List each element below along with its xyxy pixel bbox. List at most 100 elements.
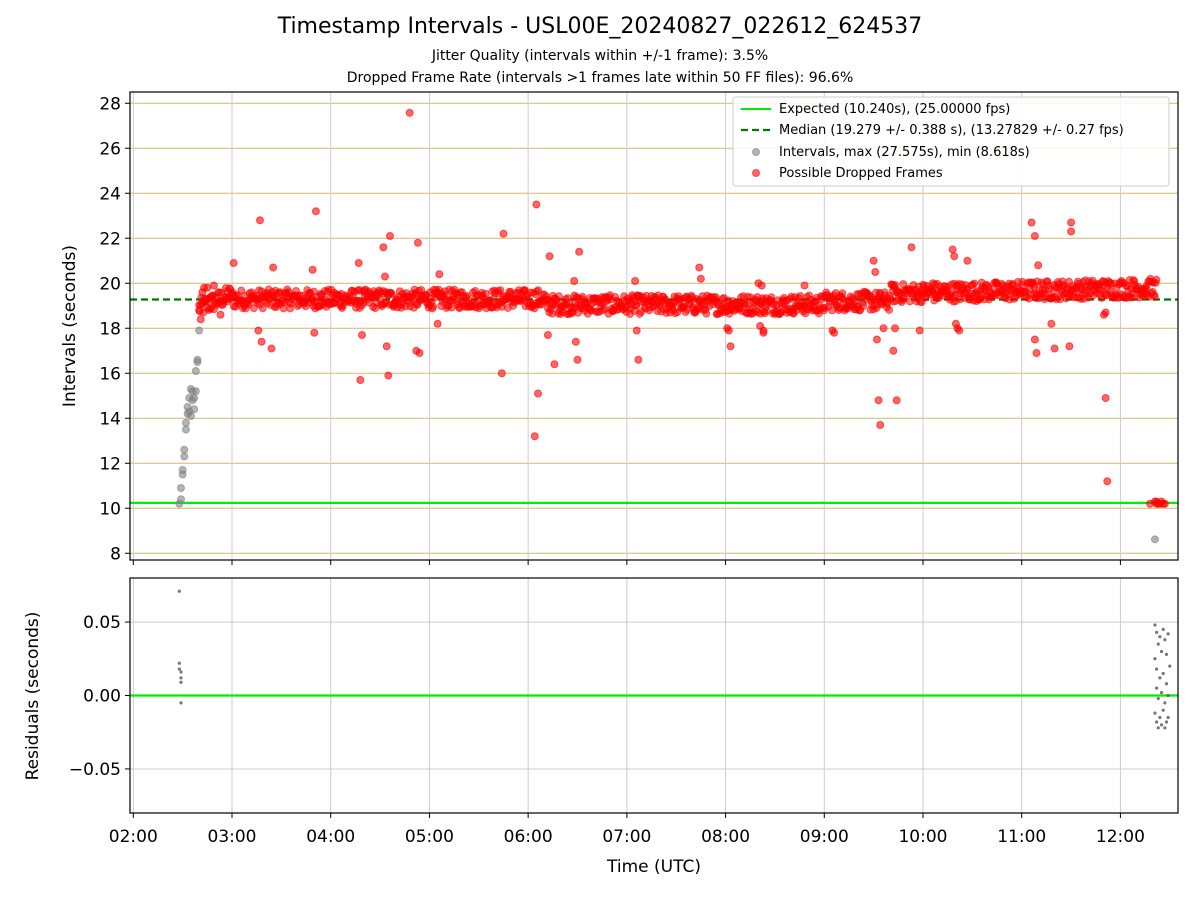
dropped-frame-band-point (1128, 293, 1137, 302)
dropped-frame-band-point (554, 292, 563, 301)
top-axis-ticks: 8 10 12 14 16 18 20 22 24 26 28 (99, 94, 1121, 565)
top-y-tick-label: 10 (99, 499, 121, 519)
dropped-frame-point (497, 369, 506, 378)
dropped-frame-band-point (258, 304, 267, 313)
jitter-quality-subtitle: Jitter Quality (intervals within +/-1 fr… (431, 48, 769, 64)
dropped-frame-point (356, 376, 365, 384)
top-data-points (175, 108, 1169, 544)
dropped-frame-point (757, 281, 766, 290)
x-tick-label: 07:00 (602, 827, 651, 847)
dropped-frame-point (571, 337, 580, 346)
dropped-frame-band-point (387, 289, 396, 298)
dropped-frame-point (267, 344, 276, 353)
dropped-frame-band-point (702, 309, 711, 318)
dropped-frame-point (384, 371, 393, 380)
residual-point (1153, 623, 1157, 627)
residual-point (1155, 686, 1159, 690)
dropped-frame-band-point (1152, 275, 1161, 284)
top-y-tick-label: 18 (99, 319, 121, 339)
dropped-frame-point (955, 326, 964, 335)
dropped-frame-point (575, 247, 584, 256)
residual-point (1159, 723, 1164, 727)
x-tick-label: 06:00 (504, 827, 553, 847)
legend-dropped-label: Possible Dropped Frames (779, 166, 943, 181)
dropped-frame-point (889, 281, 898, 290)
residual-point (1161, 671, 1165, 676)
top-y-tick-label: 8 (110, 544, 121, 564)
residual-point (177, 667, 181, 671)
dropped-frame-band-point (237, 286, 246, 295)
dropped-frame-point (405, 108, 414, 117)
residual-point (1161, 708, 1165, 712)
interval-point (177, 484, 186, 492)
dropped-frame-point (196, 315, 205, 324)
dropped-frame-point (1160, 499, 1169, 508)
dropped-frame-point (550, 360, 559, 369)
residual-point (1164, 682, 1169, 686)
dropped-frame-point (871, 268, 880, 276)
residual-point (177, 661, 181, 665)
x-tick-label: 11:00 (997, 827, 1046, 847)
interval-point (190, 405, 199, 414)
residual-point (1161, 627, 1165, 632)
dropped-frame-point (891, 324, 900, 333)
bottom-y-tick-label: −0.05 (69, 760, 121, 780)
dropped-frame-point (631, 277, 640, 285)
interval-point (1150, 535, 1159, 544)
bottom-y-tick-label: 0.05 (83, 613, 121, 633)
residual-point (1155, 667, 1159, 671)
interval-point (191, 387, 200, 396)
legend: Expected (10.240s), (25.00000 fps) Media… (732, 96, 1170, 187)
dropped-frame-point (382, 342, 391, 351)
top-reference-lines (130, 298, 1178, 504)
x-tick-label: 12:00 (1096, 827, 1145, 847)
dropped-frame-point (1034, 261, 1043, 270)
bottom-axis-ticks: −0.05 0.00 0.05 02:00 03:00 04:00 05:00 06:00 07… (69, 613, 1145, 847)
top-y-tick-label: 24 (99, 184, 121, 204)
legend-box (732, 96, 1170, 187)
dropped-frame-point (634, 355, 643, 364)
interval-point (180, 445, 189, 454)
dropped-frame-point (696, 274, 705, 283)
dropped-frame-band-point (970, 279, 979, 288)
dropped-frame-point (224, 295, 233, 303)
top-y-tick-label: 28 (99, 94, 121, 114)
dropped-frame-point (889, 346, 898, 355)
residual-point (1164, 720, 1169, 724)
dropped-frame-point (1067, 218, 1076, 227)
dropped-frame-point (530, 432, 539, 441)
residual-point (179, 670, 183, 674)
top-plot-area (129, 91, 1179, 561)
dropped-frame-point (695, 263, 704, 272)
interval-point (180, 452, 189, 461)
interval-point (193, 355, 202, 364)
interval-point (178, 466, 187, 474)
dropped-frame-point (800, 281, 809, 290)
bottom-plot-area (129, 577, 1179, 814)
residual-point (179, 676, 183, 680)
dropped-frame-point (229, 259, 238, 267)
dropped-frame-point (1032, 349, 1041, 357)
dropped-frame-point (876, 421, 885, 429)
dropped-frame-point (435, 270, 444, 279)
dropped-frame-point (415, 349, 424, 357)
x-tick-label: 04:00 (306, 827, 355, 847)
dropped-frame-point (308, 265, 317, 274)
top-y-tick-label: 26 (99, 139, 121, 159)
dropped-frame-point (413, 238, 422, 247)
interval-point (186, 412, 195, 420)
dropped-frame-point (948, 245, 957, 254)
legend-median-label: Median (19.279 +/- 0.388 s), (13.27829 +… (779, 123, 1124, 138)
residual-point (1166, 632, 1170, 636)
dropped-frame-point (195, 306, 204, 315)
residual-point (1156, 696, 1160, 701)
dropped-frame-point (534, 389, 543, 398)
dropped-frame-point (872, 335, 881, 344)
dropped-frame-point (254, 326, 263, 335)
x-tick-label: 03:00 (208, 827, 257, 847)
residual-point (1163, 638, 1167, 642)
dropped-frame-point (1050, 344, 1059, 353)
residual-point (1168, 664, 1172, 668)
dropped-frame-point (1030, 335, 1039, 344)
dropped-frame-point (257, 337, 266, 346)
